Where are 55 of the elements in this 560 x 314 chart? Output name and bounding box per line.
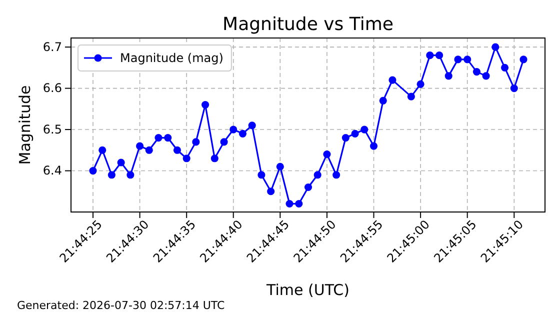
point xyxy=(258,171,266,179)
point xyxy=(510,84,518,92)
point xyxy=(520,56,528,64)
point xyxy=(332,171,340,179)
point xyxy=(108,171,116,179)
point xyxy=(173,146,182,154)
point xyxy=(202,101,210,109)
point xyxy=(464,56,472,64)
point xyxy=(500,64,509,72)
y-tick-label: 6.7 xyxy=(42,40,62,54)
point xyxy=(370,142,378,150)
point xyxy=(342,134,350,142)
point xyxy=(426,52,434,60)
point xyxy=(220,138,228,146)
point xyxy=(286,200,294,208)
point xyxy=(351,130,359,138)
point xyxy=(276,162,284,170)
point xyxy=(267,188,275,196)
point xyxy=(145,146,153,154)
chart-title: Magnitude vs Time xyxy=(222,14,394,35)
point xyxy=(492,43,500,51)
point xyxy=(192,138,200,146)
point xyxy=(444,72,452,80)
point xyxy=(126,171,134,179)
point xyxy=(89,166,97,175)
point xyxy=(117,158,125,166)
point xyxy=(154,134,162,142)
x-axis-title: Time (UTC) xyxy=(266,281,350,299)
text: Generated: 2026-07-30 02:57:14 UTC xyxy=(17,299,226,312)
point xyxy=(435,52,444,60)
y-axis-title: Magnitude xyxy=(16,85,34,165)
y-tick-label: 6.6 xyxy=(42,81,62,96)
point xyxy=(472,68,480,76)
point xyxy=(454,56,462,64)
point xyxy=(379,96,387,104)
point xyxy=(314,171,322,179)
point xyxy=(248,122,256,130)
y-tick-label: 6.5 xyxy=(42,122,62,136)
y-tick-label: 6.4 xyxy=(42,164,62,178)
point xyxy=(238,130,247,138)
point xyxy=(482,72,490,80)
point xyxy=(323,150,331,158)
point xyxy=(182,154,190,162)
point xyxy=(136,142,144,150)
point xyxy=(388,76,396,84)
point xyxy=(230,126,238,134)
point xyxy=(210,154,218,162)
point xyxy=(304,183,312,192)
legend-label: Magnitude (mag) xyxy=(120,51,224,65)
point xyxy=(98,146,106,154)
point xyxy=(164,134,172,142)
point xyxy=(416,80,424,88)
point xyxy=(407,92,415,100)
point xyxy=(295,200,303,208)
point xyxy=(360,126,368,134)
